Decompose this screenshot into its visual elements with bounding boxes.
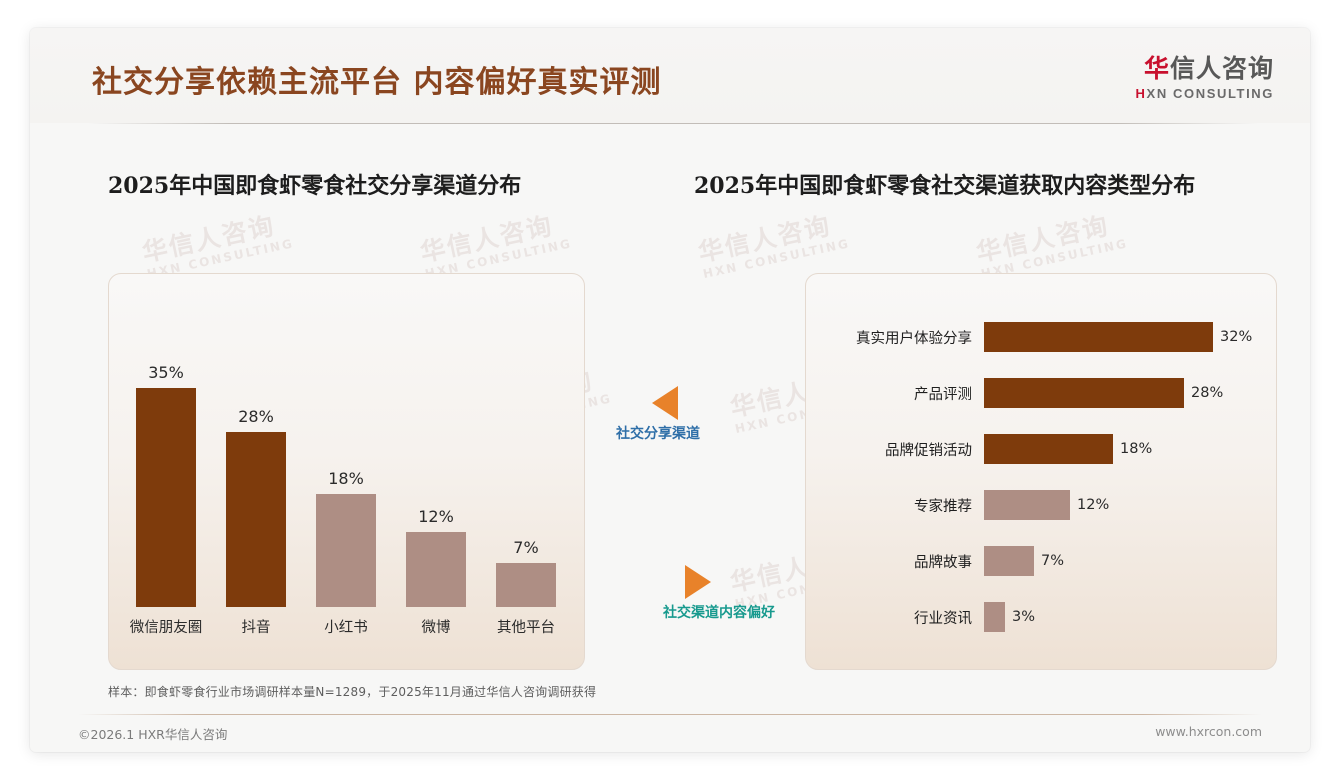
bar-value-label: 12% <box>1077 497 1110 513</box>
callout-share-label: 社交分享渠道 <box>616 426 700 442</box>
triangle-right-icon <box>685 565 711 599</box>
column-category-label: 其他平台 <box>497 620 555 636</box>
bar-row: 真实用户体验分享 32% <box>806 322 1276 352</box>
bar-fill <box>984 490 1070 520</box>
column-bar <box>226 432 286 607</box>
bar-category-label: 真实用户体验分享 <box>856 330 972 347</box>
bar-fill <box>984 322 1213 352</box>
logo-en-gray: XN CONSULTING <box>1146 86 1274 102</box>
logo-chinese: 华信人咨询 <box>1136 54 1274 83</box>
callout-preference-label: 社交渠道内容偏好 <box>663 605 775 621</box>
column-value-label: 28% <box>238 407 274 426</box>
column-group: 7% 其他平台 <box>489 538 563 636</box>
bar-row: 产品评测 28% <box>806 378 1276 408</box>
bar-value-label: 18% <box>1120 441 1153 457</box>
logo-cn-red: 华 <box>1143 54 1170 83</box>
chart-panel-left: 35% 微信朋友圈 28% 抖音 18% 小红书 12% 微博 7% 其他平台 <box>108 273 585 670</box>
copyright-text: ©2026.1 HXR华信人咨询 <box>78 727 228 742</box>
column-group: 35% 微信朋友圈 <box>129 363 203 636</box>
chart-title-right: 2025年中国即食虾零食社交渠道获取内容类型分布 <box>694 173 1196 199</box>
column-category-label: 小红书 <box>324 620 368 636</box>
column-group: 12% 微博 <box>399 507 473 636</box>
bar-fill <box>984 434 1113 464</box>
column-category-label: 微信朋友圈 <box>129 620 203 636</box>
column-bar <box>136 388 196 607</box>
bar-value-label: 3% <box>1012 609 1036 625</box>
company-logo: 华信人咨询 HXN CONSULTING <box>1136 54 1274 104</box>
bar-row: 专家推荐 12% <box>806 490 1276 520</box>
column-category-label: 微博 <box>421 620 451 636</box>
bar-value-label: 32% <box>1220 329 1253 345</box>
callout-social-share-channel: 社交分享渠道 <box>616 386 700 443</box>
slide-card: 社交分享依赖主流平台 内容偏好真实评测 华信人咨询 HXN CONSULTING… <box>30 28 1310 752</box>
website-text: www.hxrcon.com <box>1155 724 1262 739</box>
column-value-label: 18% <box>328 469 364 488</box>
logo-en-red: H <box>1135 86 1147 102</box>
bar-chart: 真实用户体验分享 32% 产品评测 28% 品牌促销活动 18% 专家推荐 12% 品牌故事 7%… <box>806 274 1276 669</box>
chart-panel-right: 真实用户体验分享 32% 产品评测 28% 品牌促销活动 18% 专家推荐 12% 品牌故事 7%… <box>805 273 1277 670</box>
column-chart: 35% 微信朋友圈 28% 抖音 18% 小红书 12% 微博 7% 其他平台 <box>109 274 584 669</box>
bar-value-label: 28% <box>1191 385 1224 401</box>
bar-row: 品牌促销活动 18% <box>806 434 1276 464</box>
bar-row: 品牌故事 7% <box>806 546 1276 576</box>
bar-category-label: 行业资讯 <box>914 610 972 627</box>
footer-divider <box>78 714 1262 715</box>
bar-category-label: 专家推荐 <box>914 498 972 515</box>
bar-category-label: 产品评测 <box>914 386 972 403</box>
column-group: 28% 抖音 <box>219 407 293 636</box>
sample-footnote: 样本：即食虾零食行业市场调研样本量N=1289，于2025年11月通过华信人咨询… <box>108 685 597 699</box>
bar-fill <box>984 602 1005 632</box>
slide-header: 社交分享依赖主流平台 内容偏好真实评测 华信人咨询 HXN CONSULTING <box>30 28 1310 123</box>
column-bar <box>406 532 466 607</box>
callout-social-content-preference: 社交渠道内容偏好 <box>663 565 775 622</box>
bar-row: 行业资讯 3% <box>806 602 1276 632</box>
header-divider <box>88 123 1258 124</box>
column-bar <box>496 563 556 607</box>
bar-category-label: 品牌故事 <box>914 554 972 571</box>
chart-title-left: 2025年中国即食虾零食社交分享渠道分布 <box>108 173 522 199</box>
bar-category-label: 品牌促销活动 <box>885 442 972 459</box>
column-value-label: 7% <box>513 538 539 557</box>
bar-fill <box>984 546 1034 576</box>
column-category-label: 抖音 <box>241 620 271 636</box>
logo-cn-gray: 信人咨询 <box>1169 54 1274 83</box>
column-value-label: 35% <box>148 363 184 382</box>
bar-value-label: 7% <box>1041 553 1065 569</box>
column-group: 18% 小红书 <box>309 469 383 636</box>
triangle-left-icon <box>652 386 678 420</box>
bar-fill <box>984 378 1184 408</box>
column-value-label: 12% <box>418 507 454 526</box>
page-title: 社交分享依赖主流平台 内容偏好真实评测 <box>92 65 662 100</box>
logo-english: HXN CONSULTING <box>1136 84 1274 104</box>
column-bar <box>316 494 376 607</box>
